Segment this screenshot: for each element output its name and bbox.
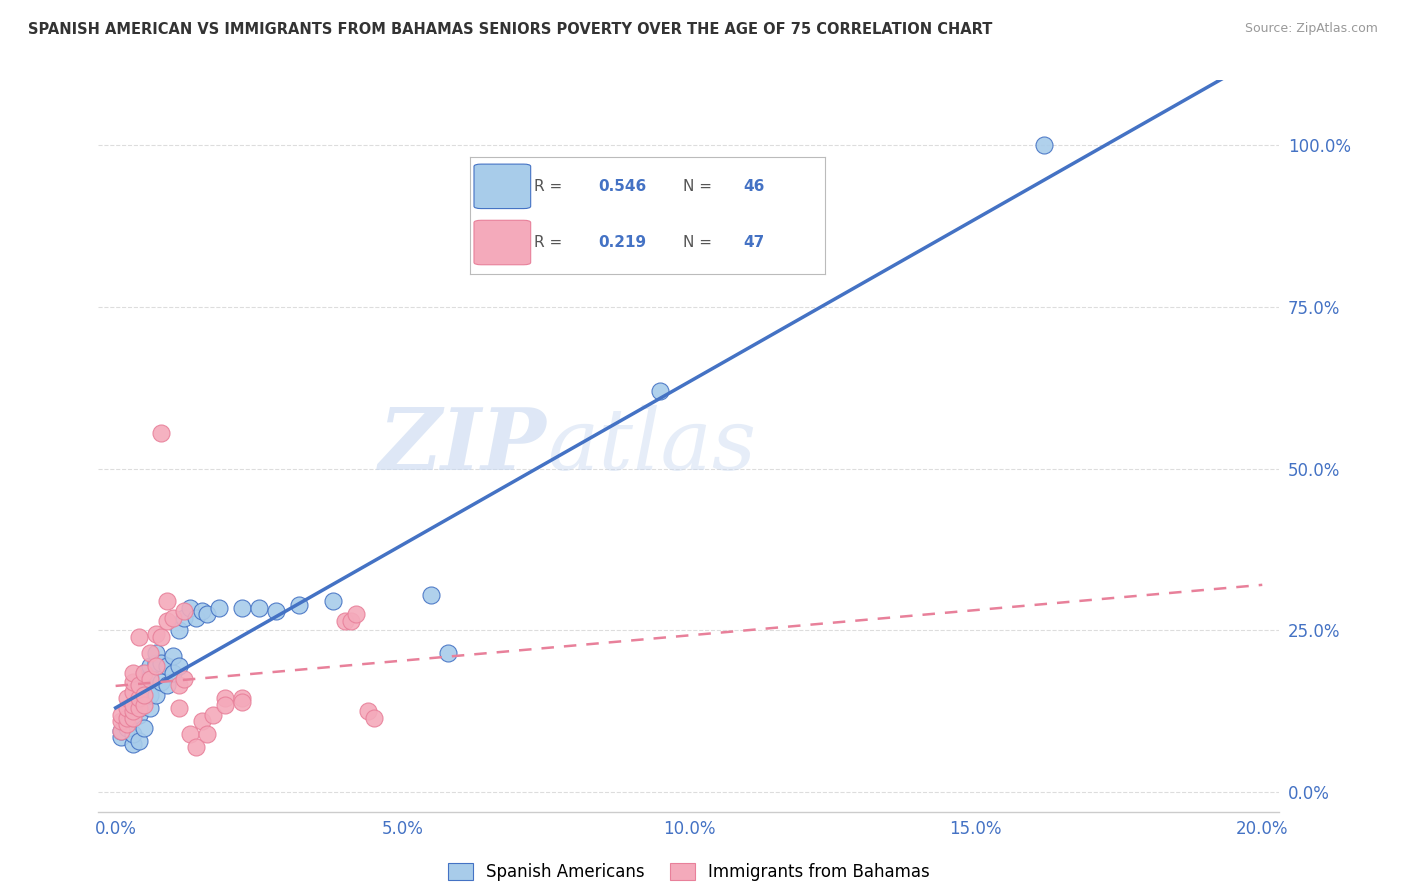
Point xyxy=(121,698,143,712)
Point xyxy=(339,614,361,628)
Point xyxy=(420,588,443,602)
Point xyxy=(156,659,179,673)
Point xyxy=(115,721,138,735)
Point xyxy=(145,659,167,673)
Point xyxy=(231,691,253,706)
Point xyxy=(121,737,143,751)
Point xyxy=(134,688,156,702)
Point xyxy=(121,665,143,680)
Point xyxy=(121,685,143,699)
Text: atlas: atlas xyxy=(547,405,756,487)
Point xyxy=(128,701,150,715)
Point xyxy=(121,711,143,725)
Point xyxy=(150,656,173,670)
Point xyxy=(139,669,162,683)
Point xyxy=(264,604,287,618)
Point xyxy=(357,705,380,719)
Point xyxy=(363,711,385,725)
Point xyxy=(167,701,190,715)
Point xyxy=(134,698,156,712)
Point xyxy=(128,707,150,722)
Point xyxy=(231,695,253,709)
Point xyxy=(162,665,184,680)
Point xyxy=(156,614,179,628)
Legend: Spanish Americans, Immigrants from Bahamas: Spanish Americans, Immigrants from Baham… xyxy=(441,856,936,888)
Point xyxy=(190,714,212,728)
Point xyxy=(121,711,143,725)
Point xyxy=(128,701,150,715)
Point xyxy=(173,672,195,686)
Point xyxy=(247,600,270,615)
Point xyxy=(167,659,190,673)
Point xyxy=(115,711,138,725)
Point xyxy=(134,672,156,686)
Point xyxy=(184,610,207,624)
Point xyxy=(150,675,173,690)
Point xyxy=(121,675,143,690)
Point xyxy=(190,604,212,618)
Point xyxy=(162,610,184,624)
Point xyxy=(179,727,201,741)
Point xyxy=(156,678,179,692)
Point xyxy=(231,600,253,615)
Point xyxy=(134,665,156,680)
Point xyxy=(145,688,167,702)
Point xyxy=(156,594,179,608)
Point xyxy=(195,607,218,622)
Point xyxy=(1033,138,1056,153)
Point xyxy=(110,731,132,745)
Point xyxy=(167,678,190,692)
Point xyxy=(115,714,138,728)
Point xyxy=(139,701,162,715)
Point xyxy=(134,665,156,680)
Point xyxy=(184,739,207,754)
Point xyxy=(128,691,150,706)
Point xyxy=(195,727,218,741)
Point xyxy=(139,688,162,702)
Point xyxy=(128,678,150,692)
Point xyxy=(173,610,195,624)
Point xyxy=(128,630,150,644)
Point xyxy=(115,701,138,715)
Point xyxy=(150,425,173,440)
Point xyxy=(110,723,132,738)
Point xyxy=(202,707,225,722)
Point xyxy=(145,626,167,640)
Point xyxy=(179,600,201,615)
Point xyxy=(128,733,150,747)
Point xyxy=(115,717,138,731)
Point xyxy=(167,624,190,638)
Point xyxy=(110,723,132,738)
Point xyxy=(322,594,344,608)
Point xyxy=(437,646,460,660)
Point xyxy=(208,600,231,615)
Text: SPANISH AMERICAN VS IMMIGRANTS FROM BAHAMAS SENIORS POVERTY OVER THE AGE OF 75 C: SPANISH AMERICAN VS IMMIGRANTS FROM BAHA… xyxy=(28,22,993,37)
Point xyxy=(134,695,156,709)
Point xyxy=(344,607,367,622)
Point xyxy=(139,659,162,673)
Point xyxy=(150,630,173,644)
Point xyxy=(214,691,236,706)
Point xyxy=(110,714,132,728)
Text: ZIP: ZIP xyxy=(380,404,547,488)
Point xyxy=(214,698,236,712)
Point xyxy=(333,614,356,628)
Point xyxy=(650,384,672,398)
Point xyxy=(173,604,195,618)
Point xyxy=(121,705,143,719)
Point xyxy=(121,727,143,741)
Point xyxy=(145,656,167,670)
Point xyxy=(134,721,156,735)
Text: Source: ZipAtlas.com: Source: ZipAtlas.com xyxy=(1244,22,1378,36)
Point xyxy=(139,646,162,660)
Point xyxy=(145,646,167,660)
Point xyxy=(162,649,184,664)
Point xyxy=(288,598,311,612)
Point xyxy=(139,672,162,686)
Point xyxy=(110,707,132,722)
Point xyxy=(115,691,138,706)
Point xyxy=(128,678,150,692)
Point xyxy=(121,705,143,719)
